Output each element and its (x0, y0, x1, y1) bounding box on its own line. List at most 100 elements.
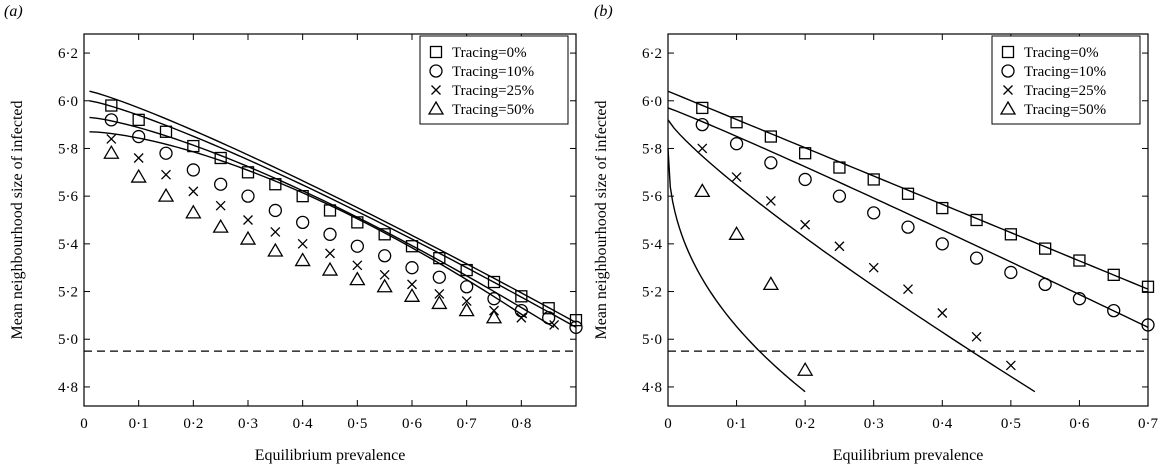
data-point-circle (935, 237, 949, 251)
data-point-cross (1005, 360, 1016, 371)
data-point-circle (798, 172, 812, 187)
data-point-square (798, 147, 812, 160)
x-tick-label: 0·2 (183, 416, 203, 432)
y-tick-label: 5·2 (58, 285, 78, 301)
x-tick-label: 0·5 (347, 416, 367, 432)
data-point-circle (1004, 265, 1018, 280)
data-point-circle (296, 215, 310, 230)
data-point-triangle (694, 183, 711, 198)
data-point-square (1038, 242, 1052, 255)
data-point-triangle (458, 302, 475, 317)
data-point-circle (1141, 318, 1155, 332)
y-axis-title: Mean neighbourhood size of infected (9, 100, 26, 339)
data-point-square (132, 113, 145, 126)
data-point-square (730, 116, 743, 129)
data-point-cross (800, 219, 811, 230)
data-point-square (1107, 268, 1120, 281)
y-tick-label: 5·6 (58, 189, 78, 205)
x-tick-label: 0·6 (402, 416, 422, 432)
data-point-circle (268, 203, 282, 218)
legend-box (991, 35, 1141, 125)
y-tick-label: 5·4 (642, 237, 662, 253)
x-tick-label: 0 (80, 416, 88, 432)
legend-label: Tracing=25% (452, 83, 534, 99)
data-point-cross (106, 133, 117, 144)
data-point-cross (325, 248, 335, 259)
data-point-circle (1038, 277, 1052, 292)
plot-frame (667, 33, 1149, 407)
data-point-triangle (157, 187, 175, 202)
data-point-cross (765, 195, 776, 206)
data-point-cross (434, 288, 445, 299)
legend-marker-cross (431, 85, 441, 95)
x-tick-label: 0·6 (1069, 416, 1089, 432)
data-point-square (1073, 254, 1086, 267)
x-tick-label: 0·3 (238, 416, 258, 432)
data-point-cross (270, 226, 281, 237)
legend-marker-circle (429, 64, 443, 78)
legend-marker-triangle (427, 100, 445, 115)
series-line-triangle (667, 148, 806, 393)
data-point-square (569, 314, 583, 327)
data-point-cross (903, 284, 913, 295)
data-point-cross (407, 279, 417, 290)
series-line-square (89, 90, 577, 324)
data-point-cross (834, 241, 845, 252)
x-tick-label: 0·4 (932, 416, 952, 432)
x-tick-label: 0·7 (457, 416, 477, 432)
y-tick-label: 5·6 (642, 189, 662, 205)
data-point-square (764, 130, 778, 143)
x-tick-label: 0·5 (1001, 416, 1021, 432)
data-point-square (159, 125, 173, 138)
data-point-circle (1107, 303, 1121, 318)
x-tick-label: 0·1 (129, 416, 149, 432)
series-line-circle (667, 107, 1149, 328)
data-point-triangle (797, 361, 814, 376)
data-point-triangle (294, 252, 311, 267)
data-point-circle (323, 227, 337, 241)
data-point-cross (868, 262, 879, 273)
legend-label: Tracing=50% (1024, 102, 1106, 118)
data-point-circle (569, 320, 583, 334)
data-point-circle (214, 177, 228, 191)
series-line-square (667, 90, 1149, 290)
data-point-square (1004, 228, 1018, 241)
data-point-cross (297, 238, 308, 249)
legend-label: Tracing=10% (1024, 64, 1106, 80)
data-point-circle (1072, 292, 1087, 306)
data-point-square (542, 302, 555, 315)
data-point-triangle (130, 168, 147, 183)
data-point-circle (729, 137, 744, 151)
plot-frame (83, 33, 577, 407)
x-axis-title: Equilibrium prevalence (833, 447, 984, 464)
y-tick-label: 6·0 (58, 94, 78, 110)
x-tick-label: 0·1 (727, 416, 747, 432)
data-point-square (833, 161, 846, 174)
data-point-cross (133, 153, 144, 163)
data-point-circle (378, 249, 392, 263)
data-point-triangle (762, 276, 779, 291)
y-tick-label: 5·2 (642, 285, 662, 301)
x-tick-label: 0·7 (1138, 416, 1158, 432)
data-point-square (970, 213, 983, 227)
data-point-square (487, 275, 501, 289)
y-tick-label: 5·8 (58, 141, 78, 157)
data-point-cross (731, 172, 742, 183)
legend-marker-cross (1003, 85, 1013, 95)
chart-panel-b: 0 0·1 0·2 0·3 0·4 0·5 0·6 0·7 4·8 5·0 5·2 5·4 5·6 5·8… (593, 33, 1158, 464)
legend-label: Tracing=0% (1024, 45, 1099, 61)
data-point-circle (405, 261, 419, 275)
data-point-circle (695, 117, 709, 132)
data-point-square (936, 201, 949, 215)
x-tick-label: 0·8 (511, 416, 531, 432)
data-point-cross (971, 331, 982, 342)
legend-marker-square (1001, 45, 1015, 59)
data-point-square (1141, 280, 1155, 293)
data-point-square (405, 240, 419, 253)
data-point-circle (867, 206, 881, 220)
data-point-circle (186, 163, 200, 177)
data-point-circle (350, 239, 364, 253)
data-point-square (696, 101, 709, 115)
data-point-cross (697, 143, 708, 154)
